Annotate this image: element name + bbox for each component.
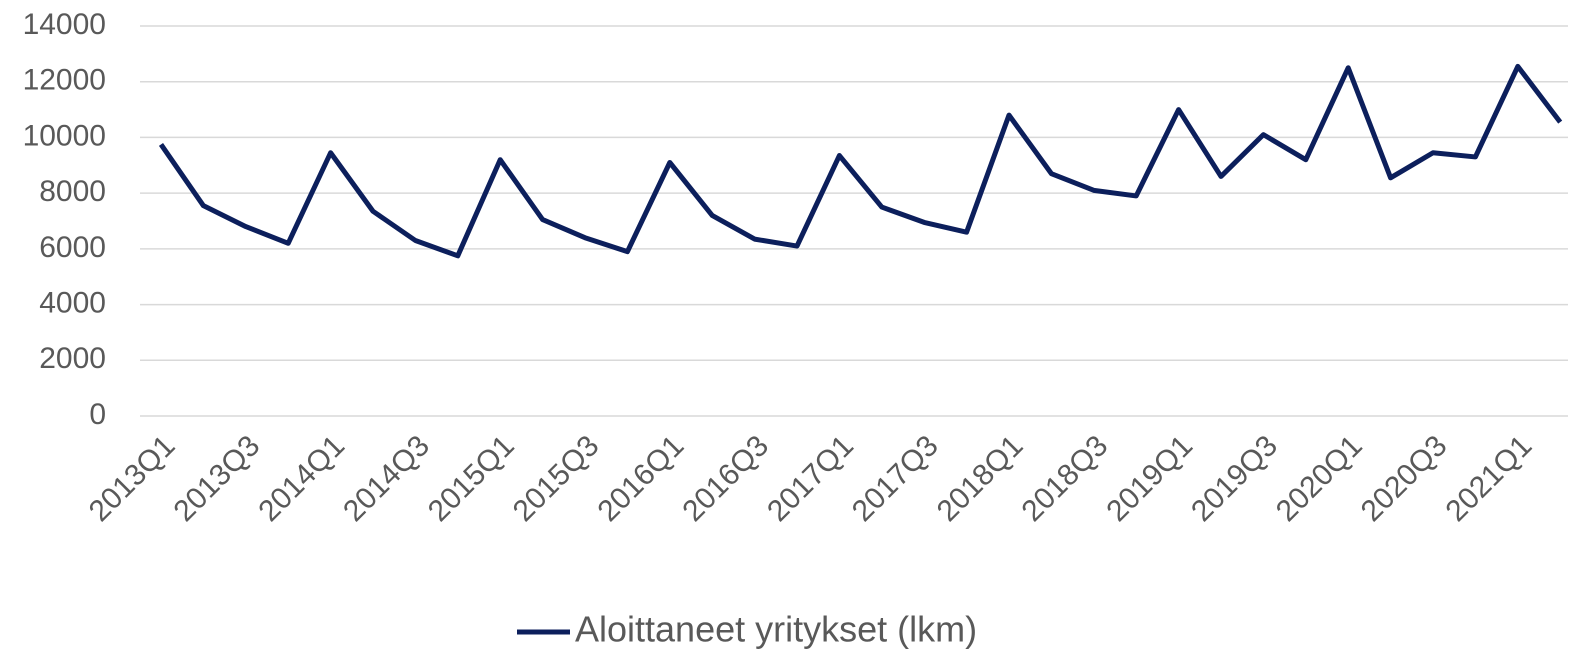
line xyxy=(158,63,1563,259)
x-tick-label: 2015Q1 xyxy=(422,429,521,528)
x-tick-label: 2015Q3 xyxy=(507,429,606,528)
x-tick-label: 2019Q1 xyxy=(1100,429,1199,528)
y-tick-label: 14000 xyxy=(23,8,106,41)
x-tick-label: 2013Q3 xyxy=(168,429,267,528)
x-tick-label: 2014Q1 xyxy=(252,429,351,528)
x-tick-label: 2016Q1 xyxy=(592,429,691,528)
x-tick-label: 2017Q1 xyxy=(761,429,860,528)
y-tick-label: 4000 xyxy=(39,286,106,319)
y-tick-label: 10000 xyxy=(23,119,106,152)
y-tick-label: 2000 xyxy=(39,342,106,375)
legend-label: Aloittaneet yritykset (lkm) xyxy=(575,609,977,650)
y-tick-label: 6000 xyxy=(39,231,106,264)
x-tick-label: 2018Q1 xyxy=(931,429,1030,528)
x-tick-label: 2020Q3 xyxy=(1355,429,1454,528)
x-tick-label: 2014Q3 xyxy=(337,429,436,528)
x-tick-label: 2013Q1 xyxy=(83,429,182,528)
x-tick-label: 2016Q3 xyxy=(676,429,775,528)
y-tick-label: 0 xyxy=(89,398,106,431)
y-tick-label: 8000 xyxy=(39,175,106,208)
x-tick-label: 2019Q3 xyxy=(1185,429,1284,528)
x-tick-label: 2018Q3 xyxy=(1016,429,1115,528)
x-tick-label: 2017Q3 xyxy=(846,429,945,528)
x-tick-label: 2021Q1 xyxy=(1440,429,1539,528)
y-tick-label: 12000 xyxy=(23,64,106,97)
x-tick-label: 2020Q1 xyxy=(1270,429,1369,528)
